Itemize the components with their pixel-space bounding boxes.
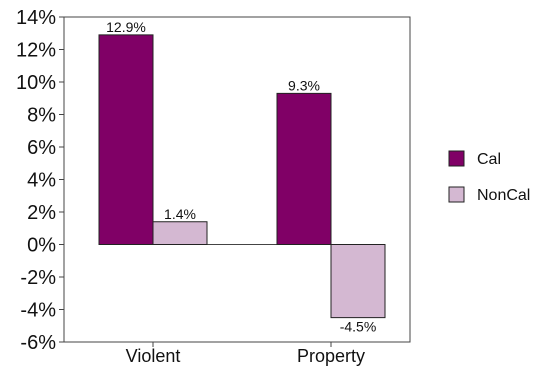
y-tick-label: 0% [27,235,56,257]
legend-label-cal: Cal [477,151,501,168]
y-tick-label: -2% [20,267,56,289]
x-category-label: Property [297,346,365,366]
legend-swatch-noncal [448,186,465,203]
data-label-cal-property: 9.3% [288,77,320,93]
y-tick-label: -4% [20,300,56,322]
y-tick-label: 6% [27,137,56,159]
x-category-label: Violent [126,346,181,366]
y-tick-label: 8% [27,105,56,127]
y-tick-label: 4% [27,170,56,192]
y-axis: -6% -4% -2% 0% 2% 4% 6% 8% 10% 12% 14% [16,7,64,354]
bar-cal-violent [98,34,154,245]
data-label-cal-violent: 12.9% [106,19,146,35]
data-label-noncal-property: -4.5% [340,319,377,335]
data-label-noncal-violent: 1.4% [164,206,196,222]
y-tick-label: -6% [20,332,56,354]
bar-cal-property [276,92,332,245]
bar-noncal-violent [152,221,208,245]
legend-label-noncal: NonCal [477,187,530,204]
y-tick-label: 2% [27,202,56,224]
y-tick-label: 10% [16,72,56,94]
data-labels: 12.9% 1.4% 9.3% -4.5% [106,19,376,335]
bar-noncal-property [330,244,386,319]
x-axis: Violent Property [126,342,365,366]
bars [98,34,386,319]
y-tick-label: 14% [16,7,56,29]
y-tick-label: 12% [16,40,56,62]
legend: Cal NonCal [448,150,530,204]
legend-swatch-cal [448,150,465,167]
